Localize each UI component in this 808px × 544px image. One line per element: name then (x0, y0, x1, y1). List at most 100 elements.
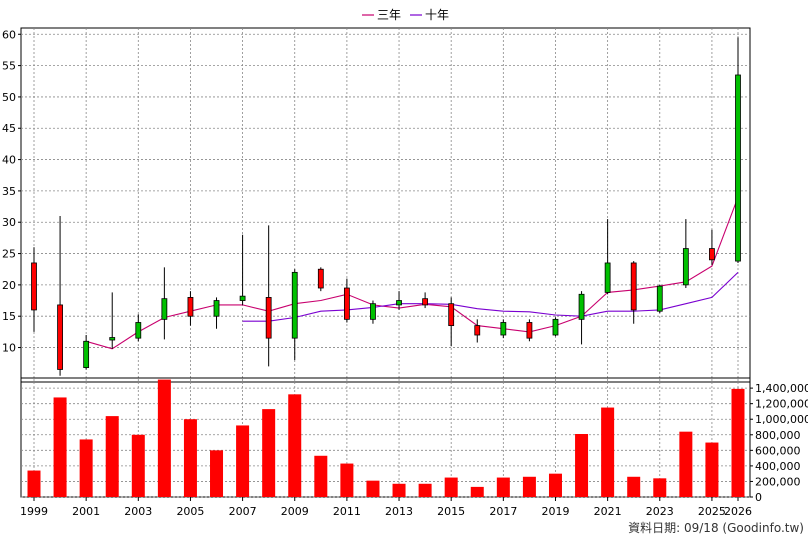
volume-bar (444, 477, 458, 497)
legend-label-10y: 十年 (425, 8, 449, 22)
price-y-tick-label: 40 (2, 154, 16, 167)
ma-line-3y (85, 197, 739, 350)
volume-bar (470, 486, 484, 497)
volume-bar (131, 434, 145, 497)
volume-bar (262, 409, 276, 497)
x-tick-label: 2017 (489, 505, 517, 518)
x-tick-label: 1999 (20, 505, 48, 518)
candle-body (31, 262, 37, 311)
volume-bar (53, 397, 67, 497)
volume-bar (314, 455, 328, 497)
candle-body (735, 74, 741, 262)
price-panel: 10 15 20 25 30 35 40 45 50 55 60 (2, 27, 751, 383)
x-tick-label: 2019 (541, 505, 569, 518)
volume-bar (105, 416, 119, 497)
x-tick-label: 2025 (698, 505, 726, 518)
x-tick-label: 2013 (385, 505, 413, 518)
volume-bar (366, 480, 380, 497)
candle-body (239, 295, 246, 301)
volume-bar (236, 425, 250, 497)
volume-bar (522, 476, 536, 497)
volume-y-tick-label: 200,000 (755, 475, 801, 488)
x-tick-label: 2001 (72, 505, 100, 518)
x-tick-label: 2026 (724, 505, 752, 518)
volume-bar (705, 442, 719, 497)
price-frame (20, 27, 751, 383)
candle-body (500, 322, 507, 336)
candle-body (291, 271, 298, 339)
candle-body (109, 337, 116, 341)
volume-bar (731, 388, 745, 497)
price-y-tick-label: 45 (2, 122, 16, 135)
volume-y-tick-label: 1,400,000 (755, 382, 808, 395)
volume-frame (20, 377, 751, 498)
x-tick-label: 2007 (229, 505, 257, 518)
source-note: 資料日期: 09/18 (Goodinfo.tw) (628, 521, 804, 535)
volume-y-tick-label: 1,200,000 (755, 398, 808, 411)
candle-body (709, 248, 715, 261)
volume-bar (210, 450, 224, 497)
volume-bar (288, 394, 302, 497)
price-y-tick-label: 20 (2, 279, 16, 292)
x-tick-label: 2021 (594, 505, 622, 518)
volume-bar (548, 473, 562, 497)
x-tick-label: 2003 (124, 505, 152, 518)
volume-bar (392, 483, 406, 497)
x-axis: 1999 2001 2003 2005 2007 2009 2011 2013 2015 2017… (20, 497, 752, 518)
volume-bar (418, 483, 432, 497)
volume-bar (601, 407, 615, 497)
candle-body (656, 285, 663, 312)
volume-y-tick-label: 800,000 (755, 429, 801, 442)
volume-y-tick-label: 400,000 (755, 460, 801, 473)
x-tick-label: 2009 (281, 505, 309, 518)
candle-body (396, 300, 402, 306)
candle-body (448, 303, 455, 327)
candle-body (317, 268, 324, 289)
candle-body (161, 298, 168, 320)
candle-body (682, 248, 689, 286)
candle-body (604, 262, 611, 293)
candle-body (187, 297, 194, 317)
price-y-tick-label: 30 (2, 216, 16, 229)
price-y-tick-label: 35 (2, 185, 16, 198)
x-tick-label: 2011 (333, 505, 361, 518)
candle-body (343, 287, 350, 320)
candle-body (552, 318, 559, 336)
volume-y-tick-label: 600,000 (755, 444, 801, 457)
volume-bar (340, 463, 354, 497)
volume-panel: 0 200,000 400,000 600,000 800,000 1,000,000 1,… (20, 377, 808, 504)
ma-line-10y (242, 272, 739, 322)
candle-body (213, 300, 220, 317)
price-y-tick-label: 55 (2, 60, 16, 73)
volume-y-tick-label: 1,000,000 (755, 413, 808, 426)
volume-bar (496, 477, 510, 497)
candle-body (57, 304, 63, 370)
legend: 三年 十年 (362, 8, 449, 22)
volume-bar (79, 439, 93, 497)
candle-body (135, 322, 142, 339)
volume-bar (157, 379, 171, 497)
candle-body (474, 325, 481, 336)
price-y-tick-label: 60 (2, 28, 16, 41)
candle-body (630, 262, 637, 311)
x-tick-label: 2015 (437, 505, 465, 518)
volume-bar (679, 431, 693, 497)
volume-bar (27, 470, 41, 497)
price-y-tick-label: 10 (2, 342, 16, 355)
x-tick-label: 2005 (176, 505, 204, 518)
x-tick-label: 2023 (646, 505, 674, 518)
legend-label-3y: 三年 (377, 8, 401, 22)
price-y-tick-label: 15 (2, 310, 16, 323)
candle-body (265, 297, 272, 339)
candle-body (370, 303, 376, 320)
candle-body (578, 293, 585, 320)
candle-body (83, 340, 90, 368)
volume-bar (183, 419, 197, 497)
volume-bar (575, 434, 589, 497)
price-y-tick-label: 50 (2, 91, 16, 104)
volume-bar (653, 478, 667, 497)
candle-body (526, 322, 533, 339)
volume-y-tick-label: 0 (755, 491, 762, 504)
